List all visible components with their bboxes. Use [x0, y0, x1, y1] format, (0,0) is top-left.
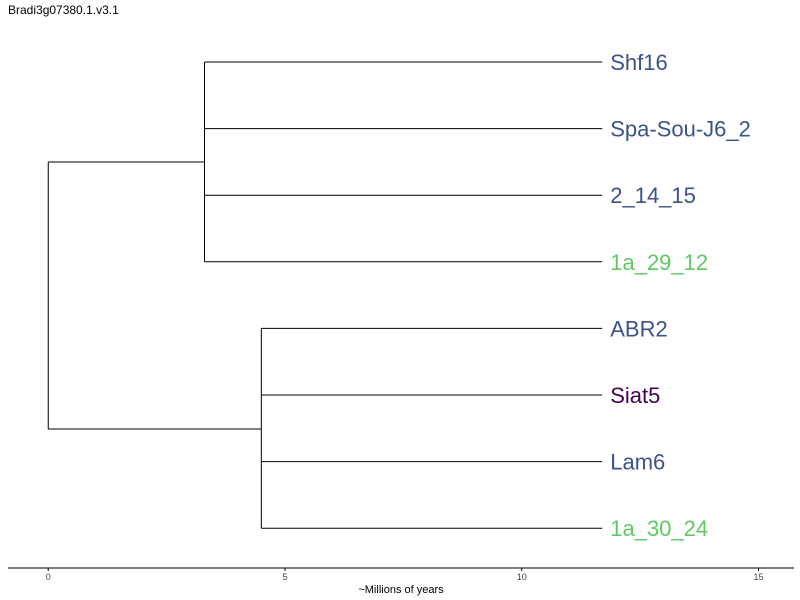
page-title: Bradi3g07380.1.v3.1 — [8, 3, 119, 17]
axis-ticks: 0 5 10 15 — [46, 568, 763, 582]
tip-label: Spa-Sou-J6_2 — [610, 117, 751, 142]
axis-tick-label: 10 — [517, 572, 527, 582]
tip-label: Lam6 — [610, 450, 665, 475]
tip-label: 2_14_15 — [610, 183, 696, 208]
axis-tick-label: 0 — [46, 572, 51, 582]
tip-label: 1a_30_24 — [610, 516, 708, 541]
axis-tick-label: 15 — [753, 572, 763, 582]
axis-title: ~Millions of years — [358, 584, 444, 596]
tip-label: Shf16 — [610, 50, 668, 75]
time-axis: 0 5 10 15 ~Millions of years — [8, 567, 794, 596]
axis-tick-label: 5 — [282, 572, 287, 582]
tip-labels: Shf16 Spa-Sou-J6_2 2_14_15 1a_29_12 ABR2 Siat… — [610, 50, 751, 541]
tree-branches — [47, 61, 603, 529]
tip-label: Siat5 — [610, 383, 660, 408]
tip-label: ABR2 — [610, 316, 667, 341]
tip-label: 1a_29_12 — [610, 250, 708, 275]
